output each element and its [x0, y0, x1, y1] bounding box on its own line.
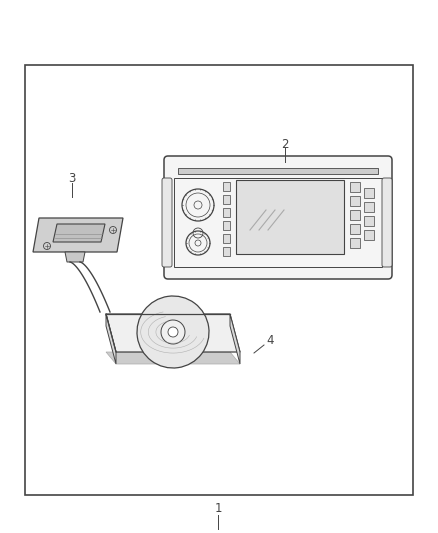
Bar	[350, 182, 360, 192]
Polygon shape	[33, 218, 123, 252]
Text: 1: 1	[214, 503, 222, 515]
Text: 4: 4	[266, 335, 274, 348]
Text: 3: 3	[68, 173, 76, 185]
Bar	[236, 180, 344, 254]
Bar	[350, 196, 360, 206]
FancyBboxPatch shape	[164, 156, 392, 279]
Bar	[364, 202, 374, 212]
Ellipse shape	[137, 296, 209, 368]
Bar	[364, 216, 374, 226]
Bar	[350, 210, 360, 220]
Polygon shape	[65, 252, 85, 262]
Polygon shape	[106, 314, 116, 364]
FancyBboxPatch shape	[162, 178, 172, 267]
FancyBboxPatch shape	[382, 178, 392, 267]
Bar	[223, 247, 230, 256]
Bar	[364, 230, 374, 240]
Bar	[364, 188, 374, 198]
Polygon shape	[106, 352, 240, 364]
Bar	[223, 195, 230, 204]
Polygon shape	[230, 314, 240, 364]
Polygon shape	[106, 314, 240, 352]
Bar	[350, 224, 360, 234]
Bar	[178, 168, 378, 174]
Bar	[174, 178, 382, 267]
Bar	[350, 238, 360, 248]
Bar	[223, 208, 230, 217]
Text: 2: 2	[281, 138, 289, 150]
Ellipse shape	[161, 320, 185, 344]
Ellipse shape	[168, 327, 178, 337]
Bar	[223, 182, 230, 191]
Bar	[25, 65, 413, 495]
Bar	[223, 221, 230, 230]
Bar	[223, 234, 230, 243]
Polygon shape	[53, 224, 105, 242]
